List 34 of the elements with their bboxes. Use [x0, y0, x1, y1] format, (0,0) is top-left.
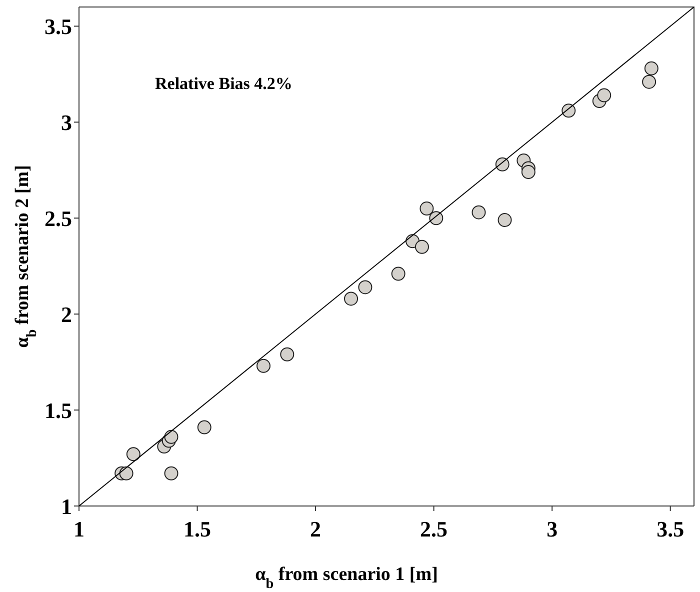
point	[164, 430, 178, 444]
y-tick-label: 2	[61, 302, 72, 327]
x-tick-label: 1.5	[184, 516, 212, 542]
y-tick-label: 3.5	[44, 14, 72, 39]
point	[164, 466, 178, 480]
point	[119, 466, 134, 480]
y-tick-label: 1.5	[44, 398, 72, 423]
point	[126, 447, 140, 462]
point	[642, 74, 656, 89]
point	[414, 240, 429, 254]
point	[521, 165, 536, 180]
point	[420, 202, 434, 216]
annotation: Relative Bias 4.2%	[155, 74, 292, 93]
x-tick-label: 3	[546, 516, 558, 542]
point	[429, 211, 444, 226]
point	[498, 213, 512, 228]
point	[280, 347, 294, 362]
x-tick-label: 2.5	[420, 516, 448, 542]
x-tick-label: 2	[310, 516, 322, 542]
point	[197, 420, 212, 434]
point	[391, 266, 406, 281]
y-tick-label: 2.5	[44, 206, 72, 231]
point	[344, 292, 358, 306]
point	[358, 280, 372, 294]
point	[597, 88, 612, 102]
point	[644, 61, 658, 76]
x-axis-title: α$_{b}$ from scenario 1 [m]	[255, 564, 438, 592]
point	[562, 104, 576, 118]
point	[472, 205, 486, 220]
point	[256, 358, 270, 373]
point	[495, 157, 510, 172]
x-tick-label: 3.5	[656, 516, 684, 542]
y-tick-label: 3	[61, 110, 72, 135]
y-tick-label: 1	[61, 494, 72, 519]
